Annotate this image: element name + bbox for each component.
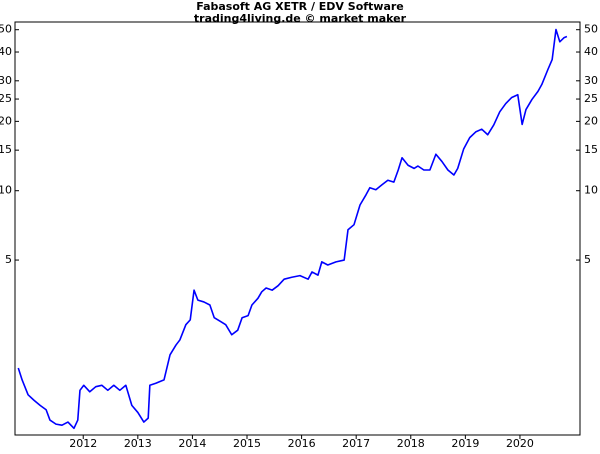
y-tick-label-right: 25 [584, 92, 598, 105]
x-tick-label: 2014 [178, 437, 206, 450]
x-tick-label: 2018 [397, 437, 425, 450]
y-tick-label: 30 [0, 74, 12, 87]
x-tick-label: 2017 [342, 437, 370, 450]
plot-frame [14, 21, 581, 436]
x-tick-label: 2013 [124, 437, 152, 450]
x-tick-label: 2015 [233, 437, 261, 450]
chart-subtitle: trading4living.de © market maker [194, 12, 407, 25]
y-tick-label-right: 40 [584, 45, 598, 58]
price-line [17, 28, 568, 430]
y-tick-label: 15 [0, 143, 12, 156]
x-tick-label: 2016 [288, 437, 316, 450]
x-tick-label: 2020 [506, 437, 534, 450]
chart-title: Fabasoft AG XETR / EDV Software [196, 0, 404, 13]
y-tick-label-right: 10 [584, 184, 598, 197]
y-tick-label: 20 [0, 114, 12, 127]
y-tick-label-right: 30 [584, 74, 598, 87]
y-tick-label: 50 [0, 23, 12, 36]
y-tick-label: 5 [5, 253, 12, 266]
y-tick-label: 25 [0, 92, 12, 105]
y-tick-label-right: 20 [584, 114, 598, 127]
y-tick-label-right: 15 [584, 143, 598, 156]
y-tick-label: 10 [0, 184, 12, 197]
y-tick-label-right: 5 [584, 253, 591, 266]
x-tick-label: 2012 [69, 437, 97, 450]
x-tick-label: 2019 [451, 437, 479, 450]
y-tick-label-right: 50 [584, 23, 598, 36]
y-tick-label: 40 [0, 45, 12, 58]
